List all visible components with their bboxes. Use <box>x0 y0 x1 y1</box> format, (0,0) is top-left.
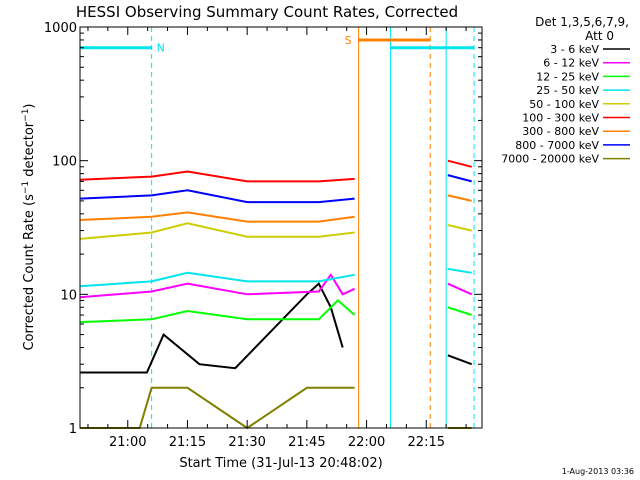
x-tick-label: 22:15 <box>408 435 445 450</box>
legend-header: Det 1,3,5,6,7,9, <box>535 15 629 29</box>
legend-item-label: 800 - 7000 keV <box>515 139 599 152</box>
series-line <box>80 282 344 374</box>
series-line <box>79 222 355 240</box>
series-line <box>79 271 355 288</box>
legend-item-label: 25 - 50 keV <box>536 84 599 97</box>
series-line <box>447 174 472 183</box>
series-line <box>79 272 356 299</box>
y-tick-label: 10 <box>60 288 77 303</box>
plot-frame <box>79 26 483 429</box>
y-axis-label: Corrected Count Rate (s−1 detector−1) <box>21 103 37 350</box>
footer-timestamp: 1-Aug-2013 03:36 <box>562 467 634 476</box>
plot-area: NS <box>79 27 475 430</box>
series-line <box>79 299 356 324</box>
legend-item-label: 6 - 12 keV <box>543 57 599 70</box>
legend-header-att: Att 0 <box>585 29 614 43</box>
series-line <box>79 170 355 183</box>
flag-label: S <box>345 34 352 47</box>
series-line <box>447 267 472 274</box>
series-line <box>447 354 473 366</box>
series-line <box>447 224 472 232</box>
x-axis-label: Start Time (31-Jul-13 20:48:02) <box>179 456 382 471</box>
x-tick-label: 21:15 <box>169 435 206 450</box>
series-line <box>80 386 355 430</box>
legend-item-label: 50 - 100 keV <box>529 98 599 111</box>
y-tick-label: 100 <box>52 155 77 170</box>
legend-item-label: 3 - 6 keV <box>550 43 599 56</box>
series-line <box>447 306 473 316</box>
y-tick-label: 1000 <box>44 21 77 36</box>
legend-item-label: 7000 - 20000 keV <box>501 153 599 166</box>
legend-item-label: 300 - 800 keV <box>522 125 599 138</box>
series-line <box>447 194 472 202</box>
series-line <box>79 211 355 223</box>
flag-label: N <box>157 42 165 55</box>
legend-item-label: 12 - 25 keV <box>536 70 599 83</box>
series-line <box>447 282 473 296</box>
x-tick-label: 22:00 <box>348 435 385 450</box>
x-tick-label: 21:45 <box>288 435 325 450</box>
chart-title: HESSI Observing Summary Count Rates, Cor… <box>76 3 458 21</box>
legend-item-label: 100 - 300 keV <box>522 112 599 125</box>
series-line <box>79 189 355 204</box>
x-tick-label: 21:00 <box>109 435 146 450</box>
axis-ticks: 1 10 100 1000 21:00 21:15 21:30 21:45 22:00 22:15 <box>44 21 482 450</box>
y-tick-label: 1 <box>69 422 77 437</box>
series-line <box>447 159 472 168</box>
x-tick-label: 21:30 <box>228 435 265 450</box>
